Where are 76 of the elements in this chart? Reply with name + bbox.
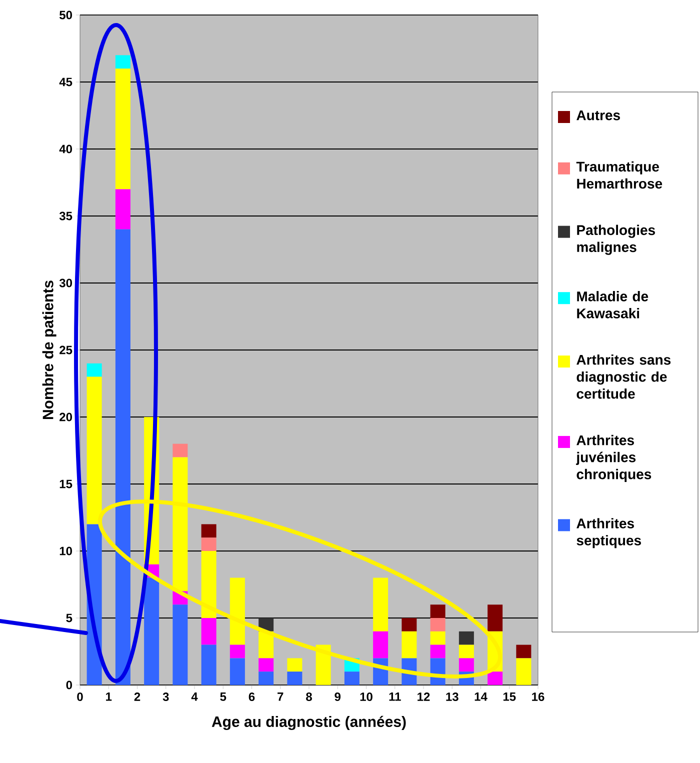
x-tick-label: 13 <box>446 692 458 702</box>
bar <box>287 658 302 672</box>
bar <box>115 68 130 190</box>
bar <box>373 578 388 632</box>
bar <box>430 604 446 618</box>
x-tick-label: 5 <box>220 692 226 701</box>
bar <box>201 538 216 551</box>
x-tick-label: 6 <box>248 692 255 702</box>
legend-label: Arthrites juvéniles chroniques <box>576 434 652 482</box>
bar <box>201 551 216 618</box>
x-tick-label: 12 <box>418 692 430 701</box>
bar <box>172 457 188 592</box>
x-tick-label: 3 <box>162 692 169 702</box>
bar <box>430 618 446 632</box>
bar <box>258 672 274 685</box>
x-tick-label: 9 <box>334 692 341 702</box>
bar <box>402 618 417 632</box>
bar <box>516 644 532 658</box>
bar <box>172 444 188 458</box>
legend-label: Arthrites septiques <box>576 518 641 548</box>
y-tick-label: 0 <box>66 680 72 690</box>
bar <box>458 658 474 672</box>
x-tick-label: 2 <box>134 692 140 701</box>
x-tick-label: 14 <box>474 692 488 701</box>
x-tick-label: 8 <box>306 692 312 702</box>
bar <box>458 644 474 658</box>
y-tick-label: 35 <box>59 212 72 220</box>
bar <box>488 672 503 685</box>
bar <box>201 644 216 685</box>
y-tick-label: 15 <box>60 480 72 488</box>
y-tick-label: 5 <box>66 614 72 622</box>
y-tick-label: 50 <box>60 10 72 20</box>
x-axis-title: Age au diagnostic (années) <box>212 716 406 730</box>
bar <box>516 658 532 685</box>
bar <box>86 376 102 524</box>
y-tick-label: 10 <box>60 546 72 556</box>
x-tick-label: 11 <box>389 692 401 701</box>
bar <box>402 631 417 658</box>
legend-label: Pathologies malignes <box>577 224 655 255</box>
bar <box>344 672 360 685</box>
x-tick-label: 15 <box>503 692 516 701</box>
y-tick-label: 40 <box>59 144 72 154</box>
bar <box>201 524 216 538</box>
bar <box>430 644 446 658</box>
bar <box>430 631 446 645</box>
legend-label: Traumatique Hemarthrose <box>576 161 662 189</box>
x-tick-label: 1 <box>106 692 112 701</box>
bar <box>458 631 474 645</box>
bar <box>144 578 160 685</box>
bar <box>115 55 130 69</box>
bar <box>230 578 245 645</box>
x-tick-label: 16 <box>532 692 544 702</box>
bar <box>258 658 274 672</box>
x-tick-label: 0 <box>77 692 83 702</box>
bar <box>172 604 188 685</box>
bar <box>115 229 130 685</box>
legend-label: Arthrites sans diagnostic de certitude <box>576 354 671 399</box>
legend-label: Autres <box>576 110 620 120</box>
bar <box>287 672 302 685</box>
bar <box>488 604 503 632</box>
y-tick-label: 30 <box>59 278 72 288</box>
y-tick-label: 20 <box>60 412 72 422</box>
bar <box>115 189 130 230</box>
x-tick-label: 7 <box>278 692 284 701</box>
bar <box>230 644 245 658</box>
bar <box>230 658 245 685</box>
bar <box>86 363 102 377</box>
y-tick-label: 45 <box>59 78 72 86</box>
bar <box>373 631 388 658</box>
x-tick-label: 4 <box>191 692 198 701</box>
y-axis-title: Nombre de patients <box>42 280 56 420</box>
legend-label: Maladie de Kawasaki <box>577 291 648 318</box>
bar <box>201 618 216 645</box>
x-tick-label: 10 <box>360 692 372 702</box>
bar <box>258 631 274 658</box>
y-tick-label: 25 <box>60 346 72 354</box>
